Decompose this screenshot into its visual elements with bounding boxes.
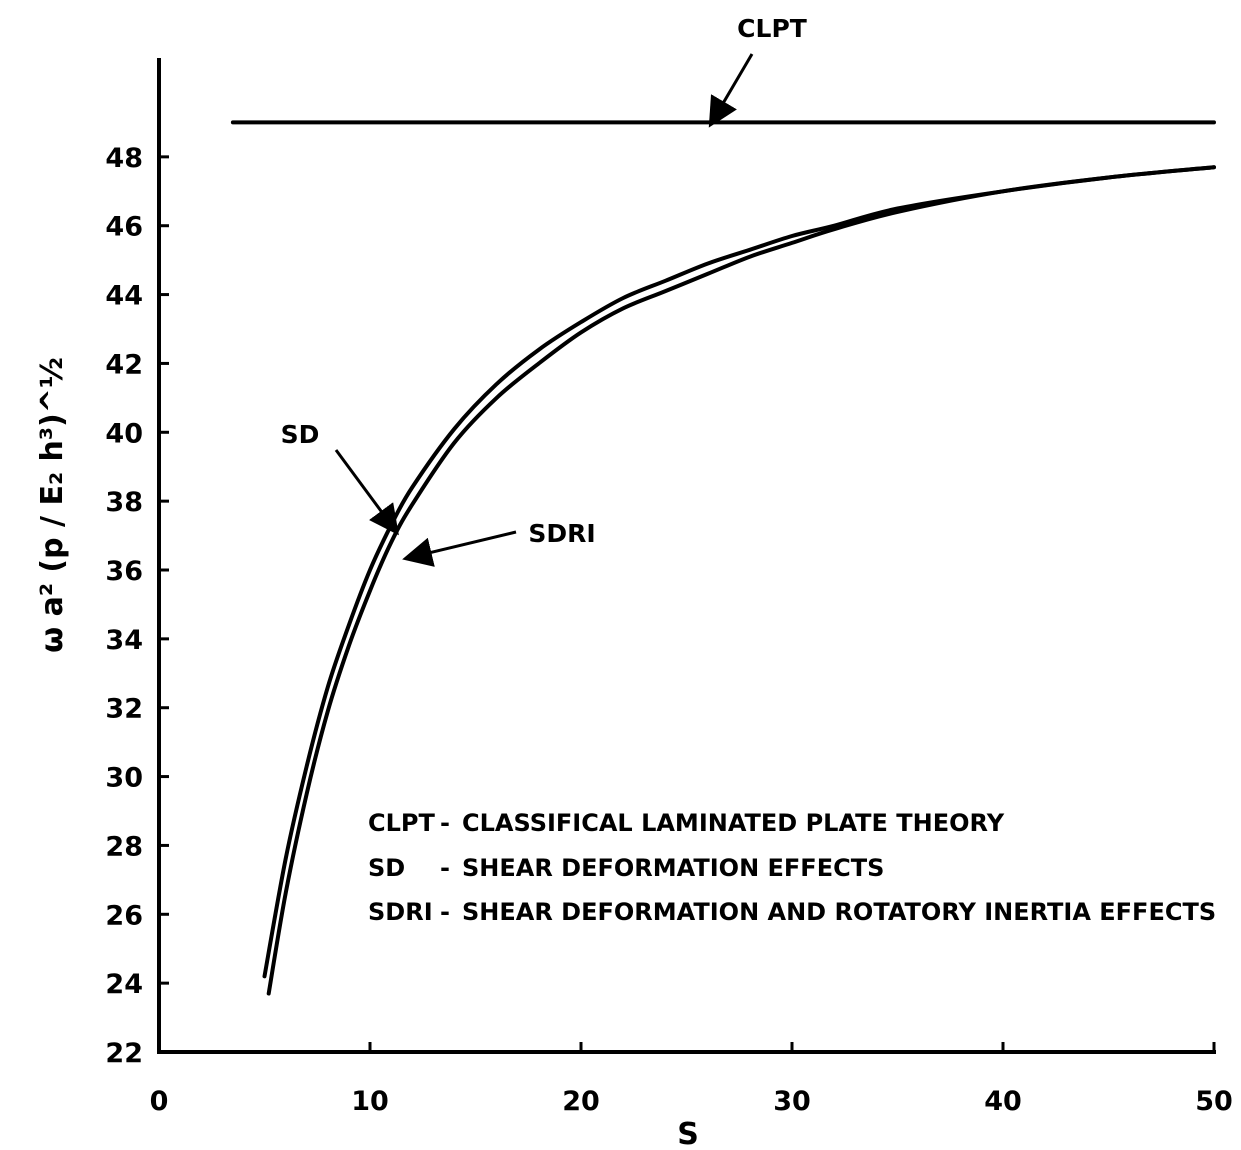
x-tick-label-30: 30 [773, 1086, 811, 1117]
annotation-arrow-clpt [708, 53, 754, 128]
y-tick-label-32: 32 [105, 694, 143, 725]
series-line-sd [262, 165, 1216, 979]
x-axis-title: S [677, 1117, 699, 1150]
y-tick-label-28: 28 [105, 831, 143, 862]
legend-sep-clpt: - [440, 809, 450, 837]
annotation-arrow-sdri [402, 530, 517, 567]
y-tick-label-22: 22 [105, 1038, 143, 1069]
legend-text-sd: SHEAR DEFORMATION EFFECTS [462, 854, 884, 882]
legend-key-sd: SD [368, 854, 405, 882]
y-axis-title: ω a² (p / E₂ h³)^½ [35, 357, 70, 653]
y-tick-label-34: 34 [105, 625, 143, 656]
y-tick-label-24: 24 [105, 969, 143, 1000]
x-tick-label-0: 0 [150, 1086, 169, 1117]
legend-sep-sd: - [440, 854, 450, 882]
legend-text-sdri: SHEAR DEFORMATION AND ROTATORY INERTIA E… [462, 898, 1216, 926]
annotation-sdri: SDRI [528, 519, 595, 548]
x-tick-label-50: 50 [1195, 1086, 1233, 1117]
y-tick-label-40: 40 [105, 418, 143, 449]
annotation-sd: SD [281, 420, 320, 449]
y-tick-label-44: 44 [105, 281, 143, 312]
x-tick-label-20: 20 [562, 1086, 600, 1117]
y-tick-label-26: 26 [105, 900, 143, 931]
annotation-layer: CLPT SD SDRI [281, 14, 807, 567]
series-line-sdri [266, 165, 1216, 996]
y-tick-label-46: 46 [105, 212, 143, 243]
y-tick-label-36: 36 [105, 556, 143, 587]
x-tick-label-40: 40 [984, 1086, 1022, 1117]
y-tick-label-48: 48 [105, 143, 143, 174]
legend-key-sdri: SDRI [368, 898, 433, 926]
y-tick-label-30: 30 [105, 763, 143, 794]
legend-sep-sdri: - [440, 898, 450, 926]
x-tick-label-10: 10 [351, 1086, 389, 1117]
annotation-clpt: CLPT [737, 14, 807, 43]
legend: CLPT - CLASSIFICAL LAMINATED PLATE THEOR… [368, 809, 1216, 926]
axes: 0 10 20 30 40 50 22 24 26 28 30 32 34 36 38 40 42 44 46 48 S… [35, 58, 1233, 1150]
y-tick-label-42: 42 [105, 349, 143, 380]
annotation-arrow-sd [334, 449, 399, 536]
legend-text-clpt: CLASSIFICAL LAMINATED PLATE THEORY [462, 809, 1005, 837]
legend-key-clpt: CLPT [368, 809, 435, 837]
y-tick-label-38: 38 [105, 487, 143, 518]
